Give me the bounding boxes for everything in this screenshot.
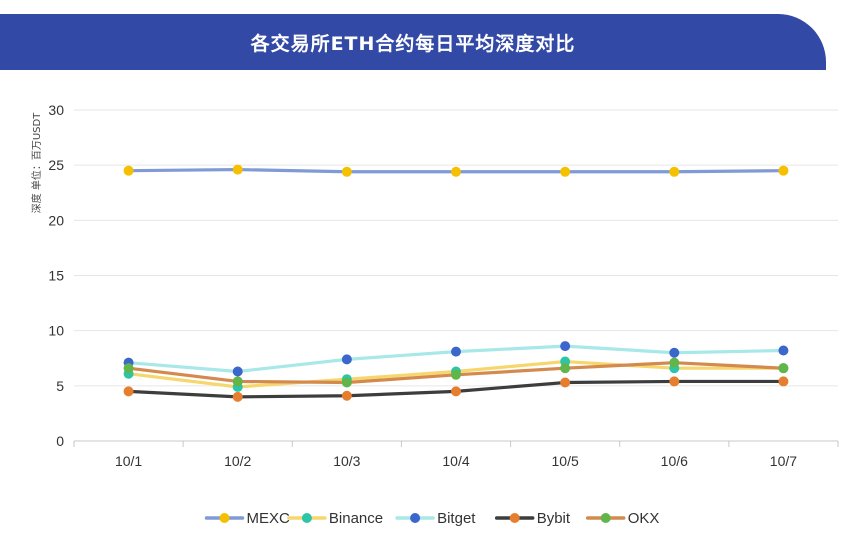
legend-label: OKX (628, 510, 660, 527)
legend-label: Bitget (437, 510, 476, 527)
legend-marker-bybit (509, 513, 520, 523)
chart-legend: MEXC Binance Bitget Bybit OKX (204, 510, 660, 527)
y-tick-label: 0 (56, 433, 64, 449)
line-chart: 0 5 10 15 20 25 30 10/1 10/2 10/3 10/4 10/5 10/6 10/7… (30, 102, 839, 469)
y-tick-label: 5 (56, 378, 64, 394)
x-tick-label: 10/7 (770, 453, 797, 469)
data-point-okx (778, 363, 789, 374)
data-point-mexc (341, 166, 352, 177)
data-point-mexc (560, 166, 571, 177)
data-point-bitget (669, 347, 680, 358)
y-tick-label: 25 (48, 157, 64, 173)
y-tick-label: 15 (48, 268, 64, 284)
data-point-bybit (451, 386, 461, 397)
data-point-bybit (232, 391, 243, 402)
y-axis-label: 深度 单位：百万USDT (30, 112, 43, 214)
data-point-bybit (560, 377, 571, 388)
data-point-okx (451, 369, 461, 380)
data-point-mexc (123, 165, 134, 176)
data-point-bitget (560, 341, 571, 352)
y-tick-label: 10 (48, 323, 64, 339)
legend-label: Binance (329, 510, 383, 527)
x-tick-label: 10/2 (224, 453, 251, 469)
data-point-bybit (123, 386, 134, 397)
x-tick-label: 10/1 (115, 453, 142, 469)
data-point-mexc (451, 166, 461, 177)
x-tick-label: 10/6 (661, 453, 688, 469)
legend-marker-okx (600, 513, 611, 523)
legend-label: Bybit (537, 510, 571, 527)
x-tick-label: 10/4 (442, 453, 469, 469)
data-point-okx (232, 376, 243, 387)
data-point-bitget (341, 354, 352, 365)
data-point-bybit (778, 376, 789, 387)
data-point-bybit (669, 376, 680, 387)
data-point-bitget (451, 346, 461, 357)
data-point-okx (341, 377, 352, 388)
y-tick-label: 30 (48, 102, 64, 118)
data-point-okx (560, 363, 571, 374)
y-tick-label: 20 (48, 212, 64, 228)
x-tick-label: 10/3 (333, 453, 360, 469)
data-point-bitget (778, 345, 789, 356)
data-point-bybit (341, 390, 352, 401)
data-point-okx (123, 363, 134, 374)
legend-marker-binance (301, 513, 312, 523)
chart-title: 各交易所ETH合约每日平均深度对比 (250, 32, 576, 55)
data-point-mexc (232, 164, 243, 175)
data-point-okx (669, 357, 680, 368)
legend-label: MEXC (247, 510, 291, 527)
data-point-mexc (669, 166, 680, 177)
data-point-mexc (778, 165, 789, 176)
legend-marker-bitget (410, 513, 421, 523)
title-banner: 各交易所ETH合约每日平均深度对比 (0, 14, 826, 70)
x-tick-label: 10/5 (552, 453, 579, 469)
data-point-bitget (232, 366, 243, 377)
legend-marker-mexc (219, 513, 230, 523)
